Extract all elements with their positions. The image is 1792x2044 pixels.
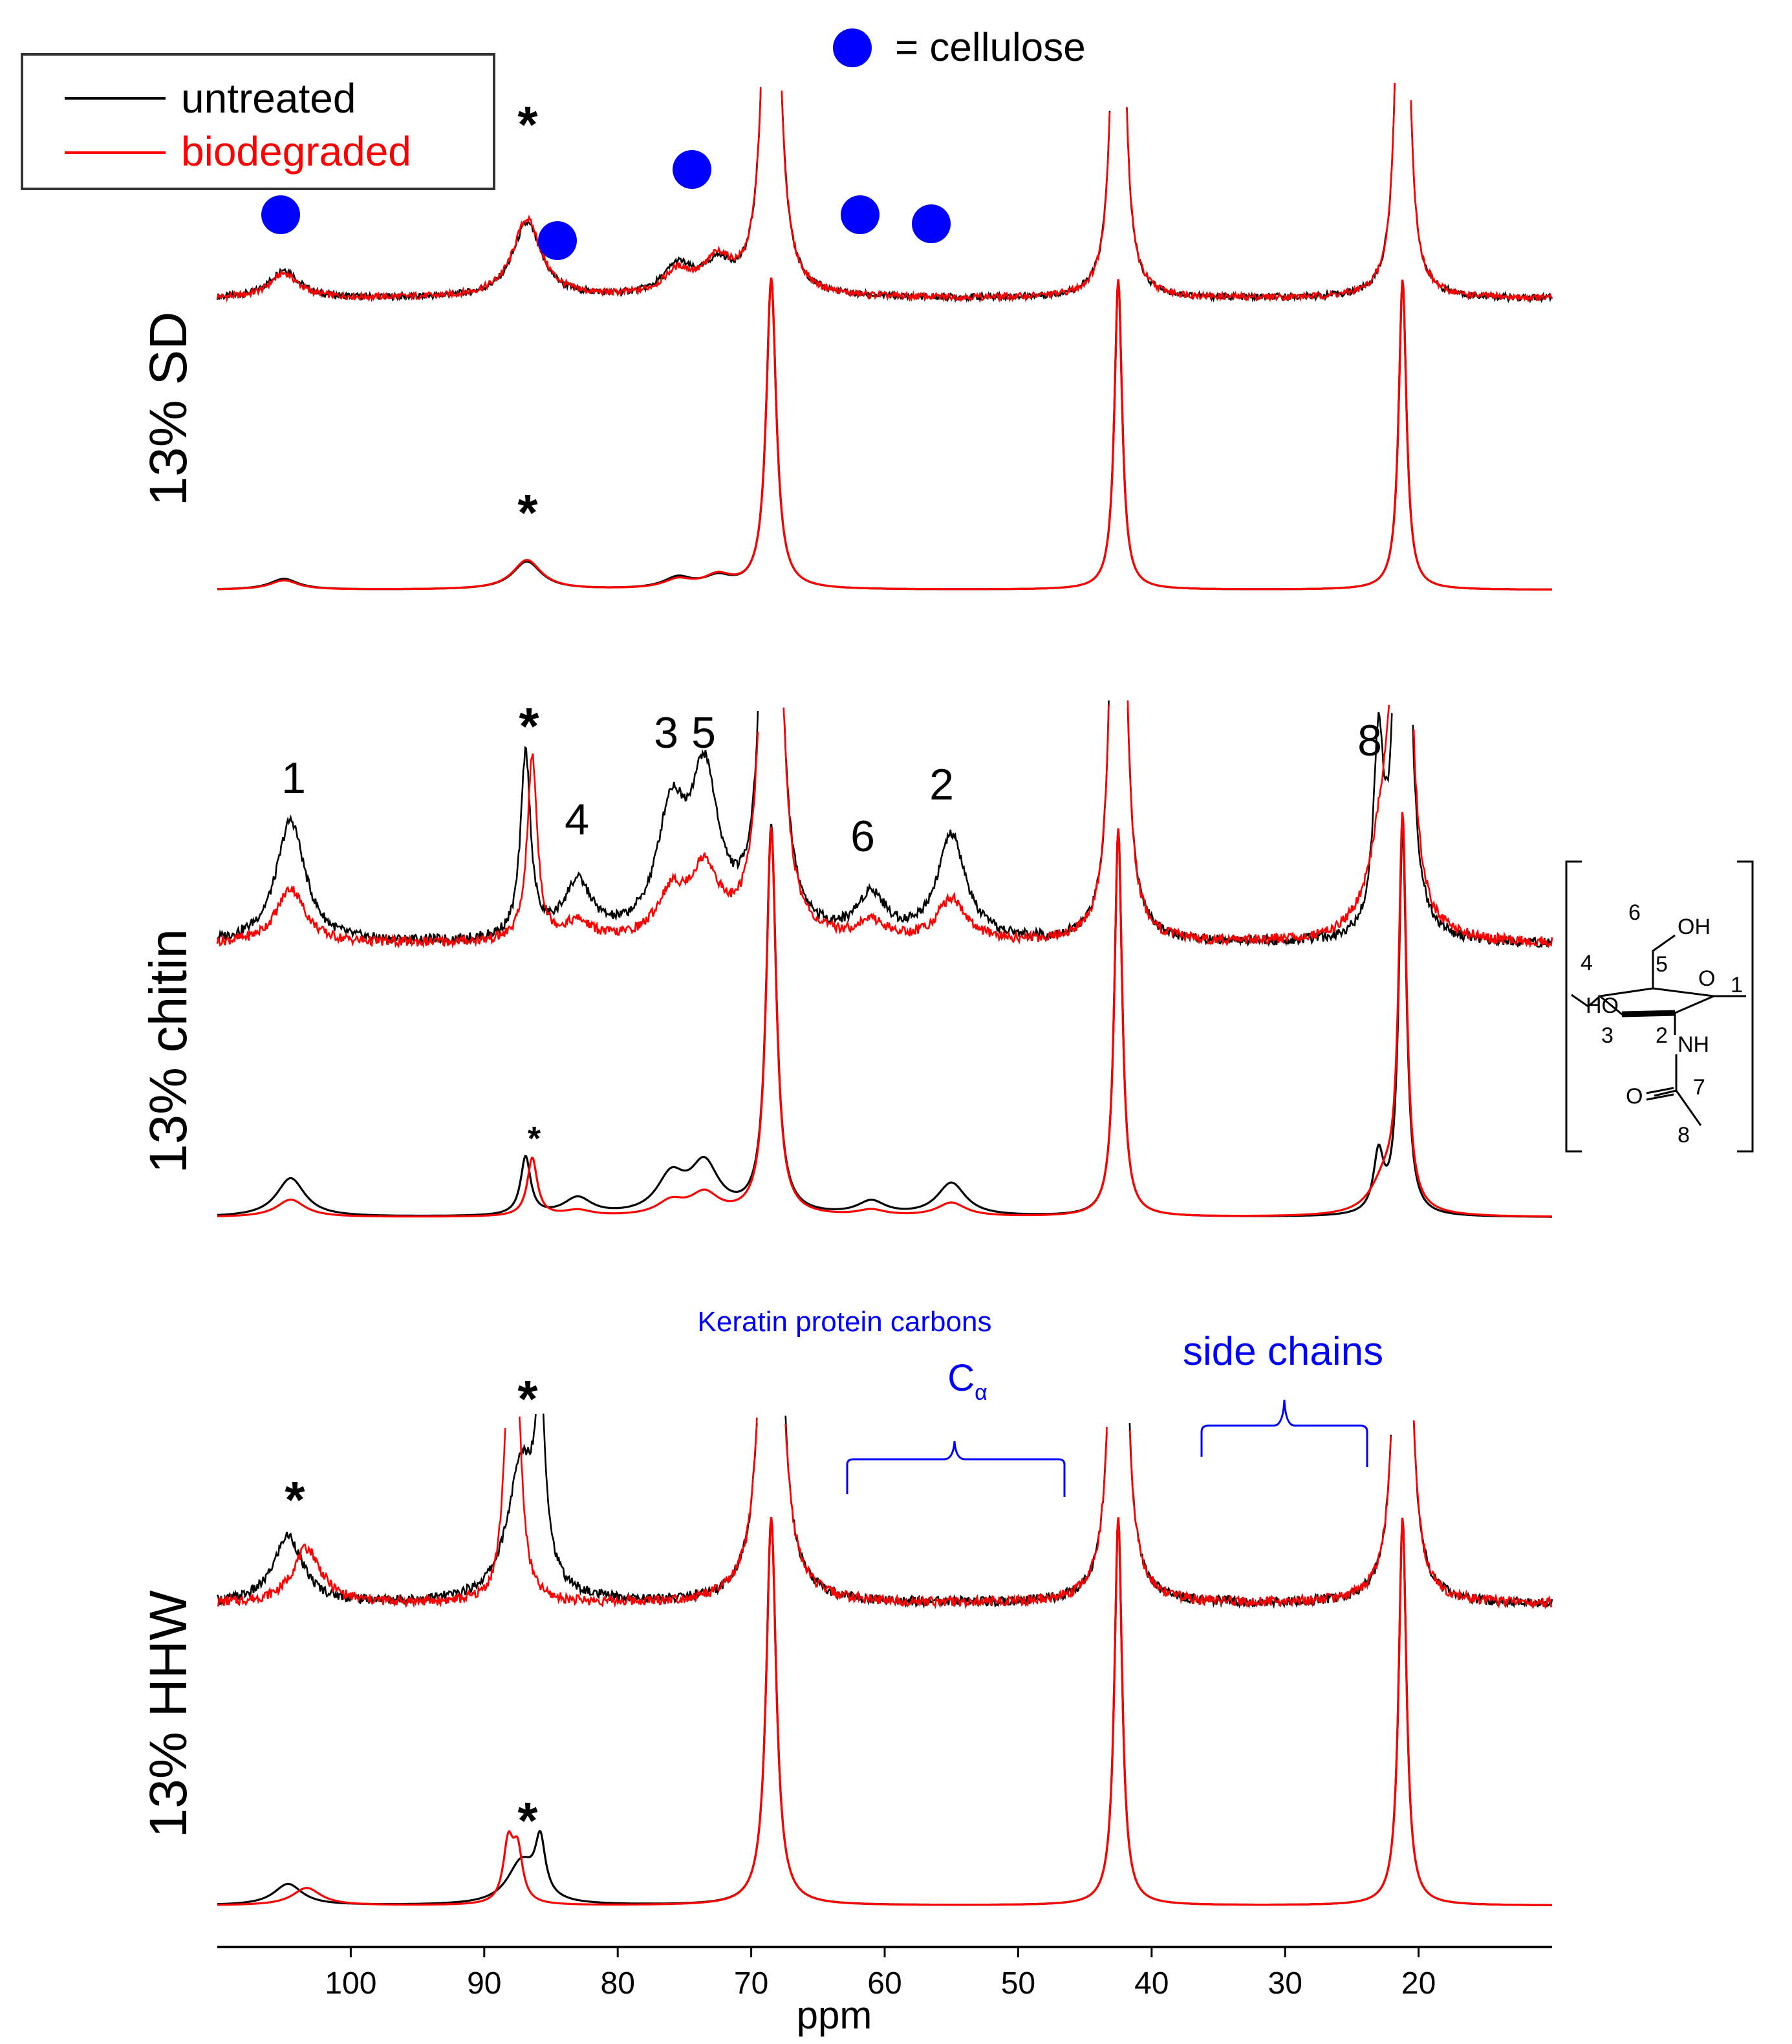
structure-ring <box>1597 987 1718 1016</box>
structure-carbon-2: 2 <box>1656 1023 1668 1048</box>
structure-carbon-8: 8 <box>1678 1123 1690 1147</box>
panel-label-chitin: 13% chitin <box>139 929 198 1173</box>
side-chains-brace <box>1200 1399 1368 1467</box>
x-tick-label-80: 80 <box>601 1966 635 2001</box>
x-tick-label-20: 20 <box>1401 1966 1436 2001</box>
cellulose-marker-1 <box>261 195 300 234</box>
spectrum-sd-untreated-full <box>217 277 1552 591</box>
panel-label-hhw: 13% HHW <box>139 1590 198 1838</box>
legend-box <box>21 53 495 190</box>
cellulose-legend: = cellulose <box>833 25 1086 70</box>
spectrum-chitin-biodegraded-full <box>217 812 1552 1218</box>
sd-star-lower: * <box>517 484 538 541</box>
chitin-peak-label-3: 3 <box>654 708 678 757</box>
spectrum-hhw-untreated-full <box>217 1517 1552 1906</box>
side-chains-label: side chains <box>1183 1329 1383 1374</box>
x-tick-label-30: 30 <box>1268 1966 1302 2001</box>
structure-ring-bold <box>1621 1010 1676 1017</box>
cellulose-marker-5 <box>912 204 951 243</box>
hhw-star-lower: * <box>517 1792 538 1849</box>
sd-annotations: * * <box>261 96 951 541</box>
cellulose-marker-3 <box>673 150 711 189</box>
structure-bracket-right <box>1737 860 1754 1153</box>
cellulose-legend-dot <box>833 28 872 67</box>
x-tick-label-90: 90 <box>467 1966 501 2001</box>
structure-carbon-5: 5 <box>1656 952 1668 977</box>
spectrum-hhw-biodegraded-full <box>217 1517 1552 1906</box>
structure-carbon-6: 6 <box>1628 900 1641 925</box>
chitin-peak-label-6: 6 <box>850 812 875 861</box>
structure-carbon-3: 3 <box>1601 1023 1614 1048</box>
x-tick-label-100: 100 <box>325 1966 376 2001</box>
chitin-peak-label-8: 8 <box>1357 716 1382 765</box>
cellulose-marker-4 <box>841 195 880 234</box>
x-tick-label-50: 50 <box>1001 1966 1035 2001</box>
spectra-layer <box>216 82 1553 1906</box>
spectrum-hhw-untreated-zoom <box>216 1413 1553 1609</box>
structure-carbon-1: 1 <box>1731 973 1743 997</box>
structure-bracket-left <box>1565 860 1582 1153</box>
chitin-star-upper: * <box>519 697 539 755</box>
structure-carbonyl-o-label: O <box>1626 1084 1643 1109</box>
spectrum-hhw-biodegraded-zoom <box>217 1417 1553 1610</box>
x-tick-label-60: 60 <box>867 1966 901 2001</box>
x-axis: 100 90 80 70 60 50 40 30 20 <box>217 1946 1552 2001</box>
structure-nh-label: NH <box>1678 1032 1709 1057</box>
structure-carbon-7: 7 <box>1693 1075 1705 1100</box>
x-tick-label-40: 40 <box>1134 1966 1169 2001</box>
chitin-peak-label-1: 1 <box>281 754 306 803</box>
legend-untreated-label: untreated <box>181 75 356 122</box>
cellulose-marker-2 <box>538 221 577 260</box>
x-tick-label-70: 70 <box>734 1966 768 2001</box>
c-alpha-letter: C <box>947 1357 975 1399</box>
panel-label-sd: 13% SD <box>139 312 198 506</box>
chitin-annotations: * * 1 4 3 5 6 2 8 <box>281 697 1382 1158</box>
structure-c5-c6 <box>1652 934 1676 988</box>
structure-carbon-4: 4 <box>1581 951 1593 975</box>
structure-ho-label: HO <box>1586 994 1619 1018</box>
sd-star-upper: * <box>517 96 538 153</box>
legend: untreated biodegraded <box>21 53 495 190</box>
structure-c7-o <box>1646 1087 1674 1101</box>
chitin-structure <box>1565 860 1754 1153</box>
spectrum-sd-biodegraded-zoom <box>216 82 1553 303</box>
hhw-annotations: * * * Keratin protein carbons Cα side ch… <box>285 1306 1383 1849</box>
structure-ring-o-label: O <box>1698 966 1715 991</box>
spectrum-chitin-untreated-full <box>217 823 1552 1218</box>
cellulose-legend-label: = cellulose <box>895 25 1086 70</box>
keratin-label: Keratin protein carbons <box>698 1306 992 1338</box>
chitin-structure-labels: 6 OH 4 5 O 1 HO 3 2 NH 7 O 8 <box>1581 900 1743 1147</box>
c-alpha-label: Cα <box>947 1357 988 1405</box>
hhw-star-upper: * <box>517 1370 538 1428</box>
x-axis-label: ppm <box>797 1994 872 2037</box>
hhw-star-left: * <box>285 1471 305 1528</box>
c-alpha-subscript: α <box>975 1380 988 1405</box>
chitin-peak-label-2: 2 <box>929 760 954 809</box>
chitin-star-lower: * <box>528 1120 541 1158</box>
structure-c4-o <box>1571 994 1601 1008</box>
chitin-peak-label-4: 4 <box>565 795 589 844</box>
spectrum-chitin-biodegraded-zoom <box>216 700 1553 949</box>
chitin-peak-label-5: 5 <box>691 708 716 757</box>
legend-biodegraded-label: biodegraded <box>181 128 411 175</box>
spectrum-sd-biodegraded-full <box>217 277 1552 591</box>
structure-oh-label: OH <box>1678 915 1711 939</box>
structure-c7-c8 <box>1675 1090 1702 1126</box>
spectrum-chitin-untreated-zoom <box>216 700 1553 948</box>
c-alpha-brace <box>846 1441 1066 1497</box>
